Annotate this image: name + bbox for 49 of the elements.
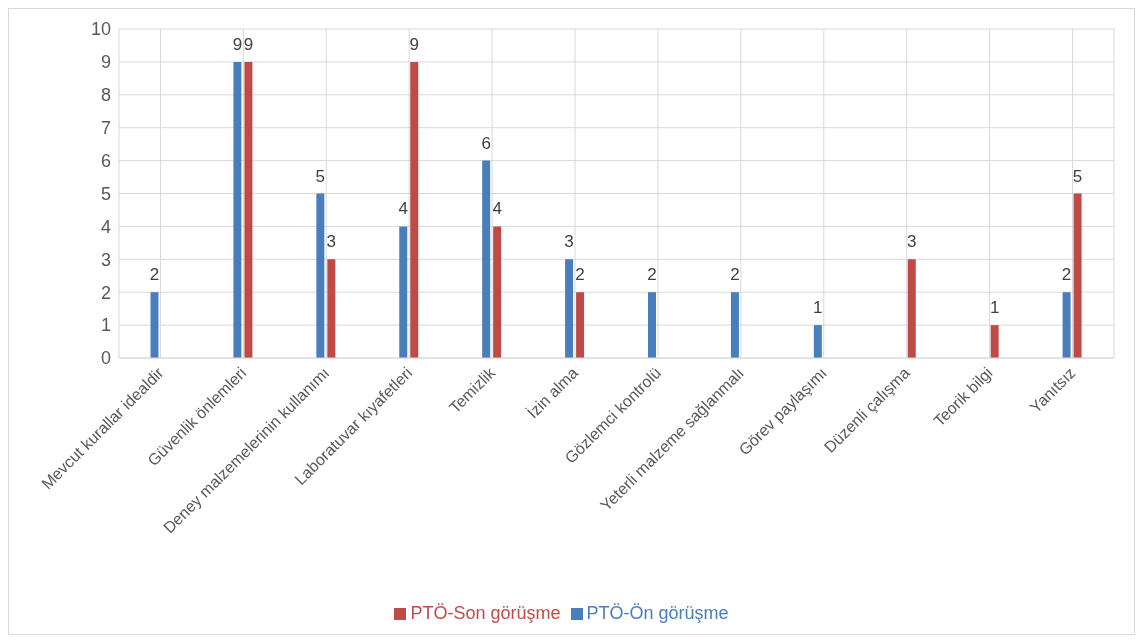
y-tick-label: 3 (100, 249, 111, 270)
bar (565, 259, 574, 358)
data-label: 6 (481, 133, 491, 153)
data-label: 9 (232, 34, 243, 54)
y-tick-label: 10 (90, 19, 111, 40)
data-label: 9 (409, 34, 419, 54)
data-label: 2 (575, 265, 585, 285)
bar (493, 226, 502, 358)
bar (327, 259, 336, 358)
data-label: 3 (564, 232, 574, 252)
data-label: 2 (730, 265, 740, 285)
y-tick-label: 5 (100, 183, 111, 204)
bar (1062, 292, 1071, 358)
bar (730, 292, 739, 358)
data-label: 1 (813, 298, 823, 318)
data-label: 1 (989, 298, 1000, 318)
y-tick-label: 4 (100, 216, 111, 237)
data-label: 9 (243, 34, 254, 54)
data-label: 2 (149, 265, 160, 285)
y-tick-label: 2 (100, 282, 111, 303)
y-tick-label: 9 (100, 52, 111, 73)
y-tick-label: 7 (100, 118, 111, 139)
legend-label: PTÖ-Ön görüşme (586, 603, 729, 623)
data-label: 5 (315, 166, 326, 186)
data-label: 5 (1072, 166, 1083, 186)
bar (150, 292, 159, 358)
bar (482, 160, 491, 358)
y-tick-label: 6 (100, 150, 111, 171)
bar (410, 61, 419, 358)
bar (316, 193, 325, 358)
data-label: 2 (647, 265, 657, 285)
bar (907, 259, 916, 358)
bar (648, 292, 657, 358)
legend-label: PTÖ-Son görüşme (410, 603, 561, 623)
data-label: 3 (326, 232, 337, 252)
y-tick-label: 0 (100, 348, 111, 369)
data-label: 4 (398, 199, 408, 219)
bar (813, 325, 822, 358)
bar (244, 61, 253, 358)
data-label: 4 (492, 199, 502, 219)
data-label: 3 (907, 232, 917, 252)
y-tick-label: 1 (100, 315, 111, 336)
bar (1073, 193, 1082, 358)
bar (399, 226, 408, 358)
bar (576, 292, 585, 358)
y-tick-label: 8 (100, 85, 111, 106)
bar (990, 325, 999, 358)
data-label: 2 (1061, 265, 1072, 285)
bar (233, 61, 242, 358)
